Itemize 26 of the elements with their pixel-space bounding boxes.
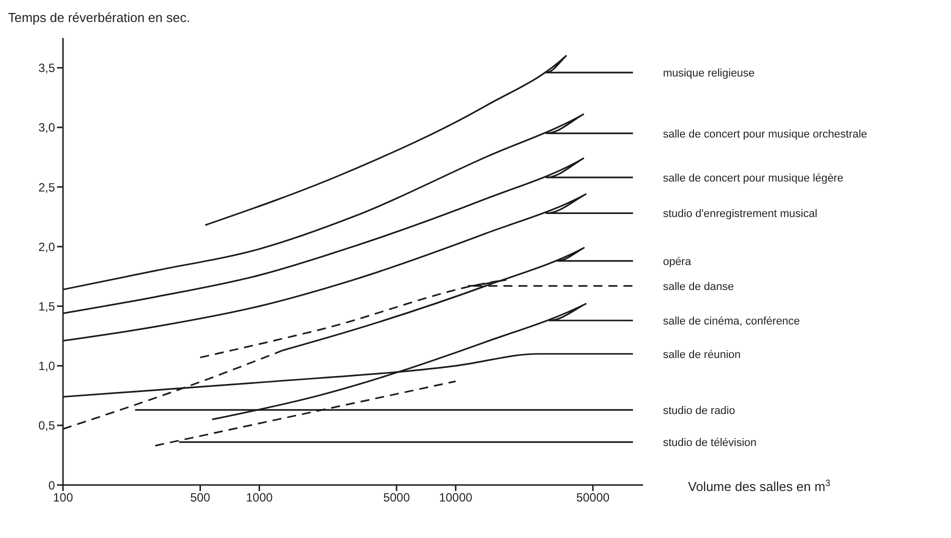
y-tick-label: 3,0 (38, 120, 56, 135)
text: musique religieuse (662, 68, 755, 80)
x-tick-label: 1000 (246, 490, 273, 505)
y-tick-label: 1,0 (38, 359, 56, 374)
text: opéra (662, 256, 692, 268)
x-tick-label: 100 (52, 490, 74, 505)
text: salle de concert pour musique orchestrale (662, 128, 868, 140)
text: salle de concert pour musique légère (662, 172, 844, 184)
text: salle de réunion (662, 348, 741, 361)
x-tick-label: 500 (190, 490, 211, 505)
x-tick-label: 10000 (438, 490, 473, 505)
x-tick-label: 50000 (576, 490, 610, 505)
text: salle de danse (662, 280, 734, 293)
x-tick-label: 5000 (383, 490, 410, 505)
y-tick-label: 0 (48, 478, 56, 492)
y-tick-label: 3,5 (38, 61, 56, 76)
y-tick-label: 2,0 (38, 240, 56, 254)
y-tick-label: 1,5 (38, 299, 56, 314)
text: salle de cinéma, conférence (662, 316, 800, 328)
text: studio d'enregistrement musical (662, 208, 818, 220)
text: studio de télévision (662, 437, 757, 450)
y-tick-label: 0,5 (38, 418, 56, 433)
text: studio de radio (662, 404, 736, 417)
y-axis-title: Temps de réverbération en sec. (8, 10, 190, 25)
y-tick-label: 2,5 (38, 180, 56, 194)
x-axis-title: Volume des salles en m$^{3}$ (688, 478, 830, 494)
